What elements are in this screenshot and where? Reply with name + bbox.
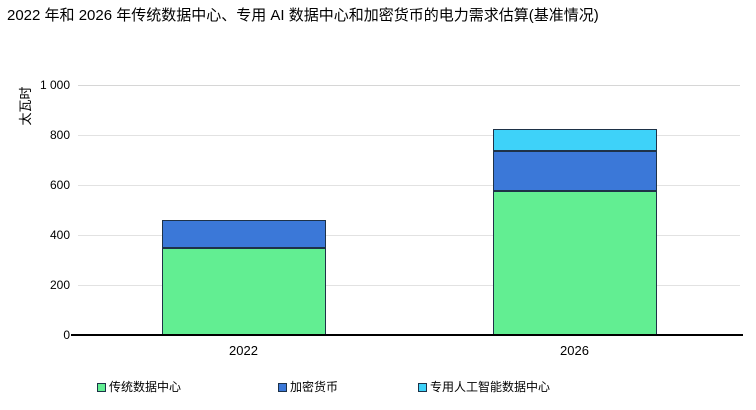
legend-label: 传统数据中心 — [109, 380, 182, 394]
legend-swatch — [418, 382, 427, 392]
x-category-label: 2026 — [560, 343, 589, 358]
plot-area — [71, 84, 743, 336]
y-tick-label: 600 — [49, 178, 70, 192]
legend-swatch — [278, 382, 287, 392]
gridline — [78, 134, 740, 136]
gridline — [78, 284, 740, 286]
bar-segment — [161, 247, 326, 335]
x-axis-labels: 2022 2026 — [78, 343, 740, 359]
gridline — [78, 234, 740, 236]
bar-segment — [492, 128, 657, 152]
legend-item: 加密货币 — [278, 380, 418, 394]
y-tick-label: 0 — [63, 328, 70, 342]
gridline — [78, 84, 740, 86]
bar-segment — [161, 220, 326, 248]
legend-item: 专用人工智能数据中心 — [418, 380, 550, 394]
legend-swatch — [97, 382, 106, 392]
x-axis-baseline — [71, 334, 743, 336]
bar-segment — [492, 151, 657, 192]
y-tick-label: 400 — [49, 228, 70, 242]
x-category-label: 2022 — [229, 343, 258, 358]
legend-label: 专用人工智能数据中心 — [430, 380, 551, 394]
y-tick-label: 200 — [49, 278, 70, 292]
legend-label: 加密货币 — [290, 380, 339, 394]
y-tick-label: 800 — [49, 128, 70, 142]
bar-segment — [492, 191, 657, 335]
y-tick-label: 1 000 — [39, 78, 70, 92]
gridline — [78, 184, 740, 186]
chart-title: 2022 年和 2026 年传统数据中心、专用 AI 数据中心和加密货币的电力需… — [7, 7, 599, 24]
legend: 传统数据中心 加密货币 专用人工智能数据中心 — [97, 379, 550, 395]
legend-item: 传统数据中心 — [97, 380, 278, 394]
y-axis-tick-labels: 0 200 400 600 800 1 000 — [0, 78, 70, 342]
